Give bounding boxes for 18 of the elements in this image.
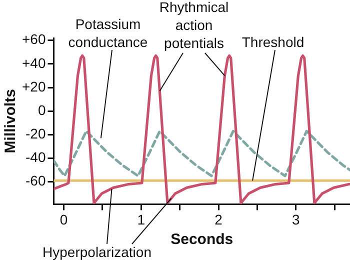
line-series [54, 130, 350, 178]
y-tick-label: -40 [26, 149, 46, 166]
x-tick-label: 0 [60, 211, 68, 228]
x-tick-label: 2 [214, 211, 223, 228]
annotation: Potassium conductance [68, 16, 148, 50]
y-tick-label: +20 [22, 78, 46, 94]
x-tick-label: 3 [292, 211, 300, 228]
annotation: Rhythmical action potentials [159, 0, 229, 51]
x-axis-title: Seconds [170, 231, 234, 248]
y-tick-label: 0 [38, 102, 46, 118]
y-axis-title: Millivolts [2, 89, 20, 154]
y-tick-label: -60 [26, 172, 46, 189]
annotation: Hyperpolarization [42, 244, 152, 260]
x-tick-label: 1 [137, 211, 146, 228]
y-tick-label: +40 [22, 54, 46, 71]
y-tick-label: +60 [22, 31, 46, 48]
y-tick-label: -20 [26, 126, 46, 142]
ref-line-label: Threshold [242, 34, 304, 50]
